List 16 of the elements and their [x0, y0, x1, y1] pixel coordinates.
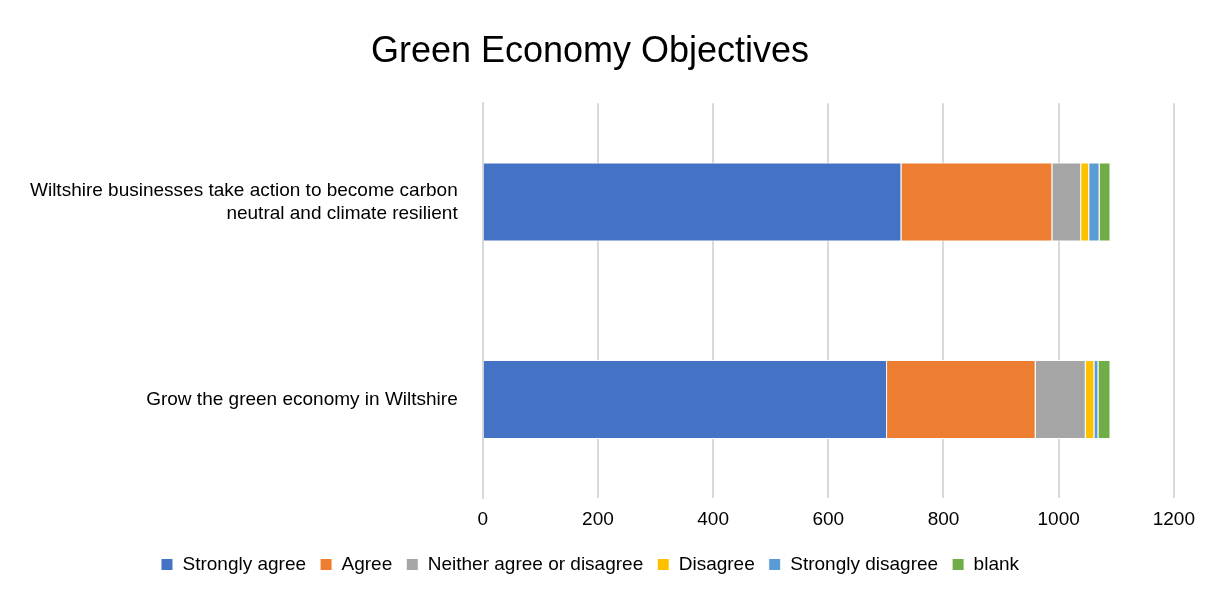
- chart-title: Green Economy Objectives: [370, 28, 810, 70]
- legend-label: blank: [973, 552, 1020, 574]
- x-tick-label: 0: [477, 507, 488, 529]
- x-tick-label: 400: [697, 507, 729, 529]
- legend-label: Strongly disagree: [790, 552, 939, 574]
- y-tick-label: Grow the green economy in Wiltshire: [146, 387, 458, 409]
- legend-label: Disagree: [678, 552, 755, 574]
- x-tick-label: 1200: [1152, 507, 1196, 529]
- legend-label: Strongly agree: [182, 552, 307, 574]
- legend-label: Agree: [341, 552, 393, 574]
- legend-label: Neither agree or disagree: [427, 552, 644, 574]
- x-tick-label: 1000: [1037, 507, 1080, 529]
- y-tick-label: Wiltshire businesses take action to become carbon neutral and climate resilient: [29, 178, 459, 223]
- x-tick-label: 600: [812, 507, 845, 529]
- x-tick-label: 200: [582, 507, 614, 529]
- x-tick-label: 800: [927, 507, 960, 529]
